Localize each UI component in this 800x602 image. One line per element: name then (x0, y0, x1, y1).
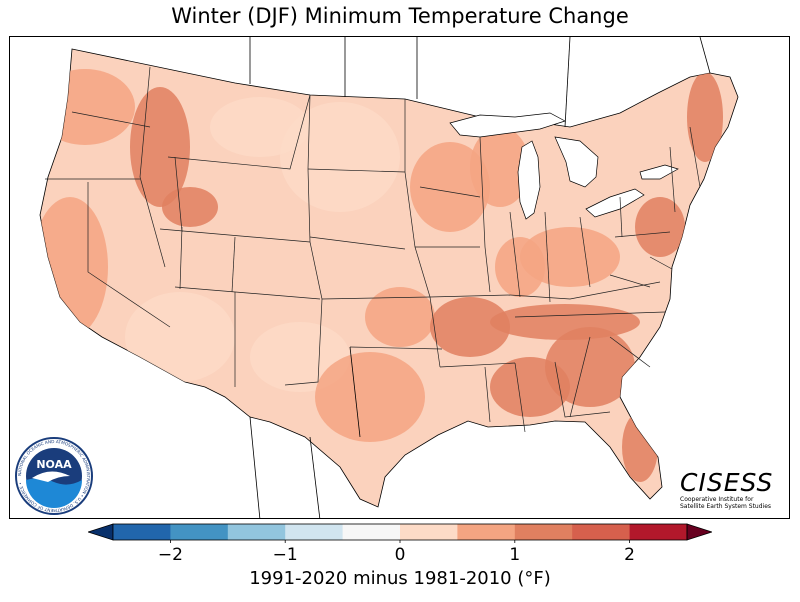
anomaly-region (490, 357, 570, 417)
lake-erie (585, 188, 645, 218)
colorbar-tick-label: −1 (272, 545, 298, 565)
colorbar-tick-label: 0 (394, 545, 406, 565)
great-lakes (449, 112, 679, 220)
colorbar-segment (514, 524, 573, 540)
anomaly-region (687, 72, 723, 162)
anomaly-region (125, 292, 235, 382)
anomaly-region (365, 287, 435, 347)
anomaly-region (430, 297, 510, 357)
colorbar (88, 523, 712, 543)
state-boundaries (45, 66, 701, 433)
map-title: Winter (DJF) Minimum Temperature Change (171, 4, 629, 28)
conus-temperature-map (10, 37, 789, 518)
colorbar-segment (457, 524, 516, 540)
international-borders (249, 37, 711, 518)
colorbar-extend-low (88, 523, 114, 541)
anomaly-region (470, 127, 530, 207)
lake-michigan (517, 140, 541, 220)
map-panel (9, 36, 790, 519)
anomaly-region (495, 237, 545, 297)
colorbar-tick-label: 2 (624, 545, 636, 565)
anomaly-region (162, 187, 218, 227)
colorbar-tick-label: −2 (157, 545, 183, 565)
colorbar-segment (227, 524, 286, 540)
anomaly-region (410, 142, 490, 232)
anomaly-region (520, 227, 620, 287)
colorbar-tick-label: 1 (509, 545, 521, 565)
cisess-subtitle-line1: Cooperative Institute for (680, 496, 754, 503)
cisess-logo-subtitle: Cooperative Institute for Satellite Eart… (680, 496, 780, 510)
colorbar-segment (170, 524, 229, 540)
cisess-subtitle-line2: Satellite Earth System Studies (680, 503, 772, 510)
anomaly-region (130, 87, 190, 207)
colorbar-label: 1991-2020 minus 1981-2010 (°F) (249, 568, 551, 589)
anomaly-region (315, 352, 425, 442)
lake-huron (554, 136, 599, 188)
colorbar-segment (113, 524, 171, 540)
anomaly-region (635, 197, 685, 257)
anomaly-regions (40, 69, 723, 482)
anomaly-region (210, 97, 310, 157)
lake-ontario (639, 164, 679, 180)
anomaly-region (280, 102, 400, 212)
lake-superior (449, 112, 566, 138)
colorbar-segment (572, 524, 631, 540)
colorbar-segment (400, 524, 458, 540)
noaa-logo: NOAA NATIONAL OCEANIC AND ATMOSPHERIC AD… (15, 437, 93, 515)
cisess-logo-name: CISESS (680, 468, 774, 497)
colorbar-segment (342, 524, 401, 540)
noaa-logo-text: NOAA (36, 458, 72, 471)
colorbar-extend-high (686, 523, 712, 541)
colorbar-segment (629, 524, 688, 540)
colorbar-segment (285, 524, 344, 540)
cisess-logo: CISESS Cooperative Institute for Satelli… (680, 468, 780, 511)
